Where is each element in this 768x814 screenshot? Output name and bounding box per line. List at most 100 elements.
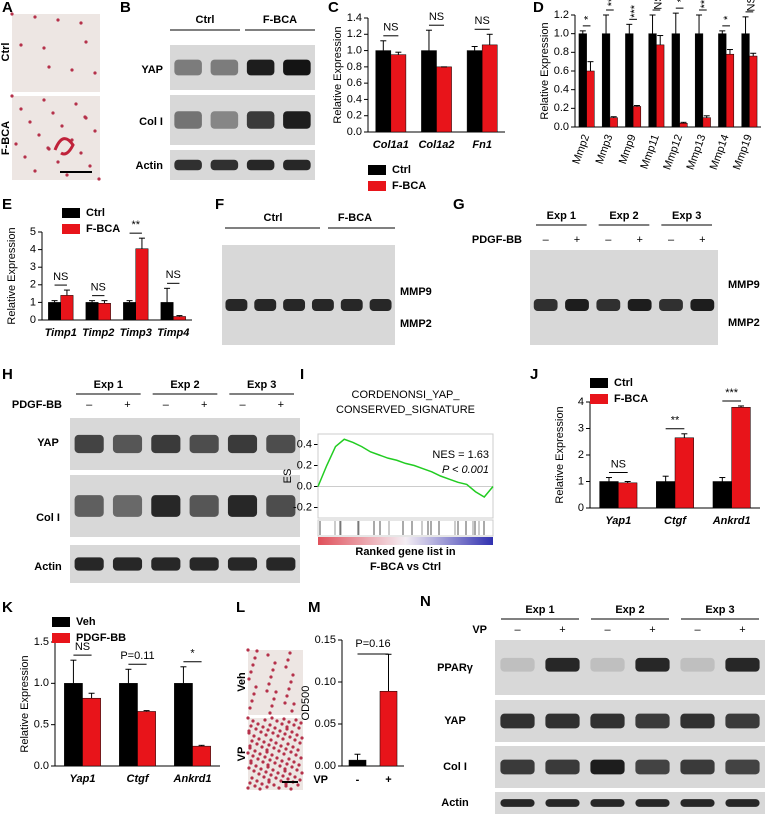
bar: [379, 690, 398, 767]
stain: [252, 734, 256, 738]
bar: [82, 697, 101, 767]
stain: [285, 694, 289, 698]
error-bar: [425, 29, 432, 51]
group-label: F-BCA: [263, 14, 297, 26]
significance: ***: [699, 0, 711, 8]
stain: [246, 648, 250, 652]
row-label: Col I: [139, 116, 163, 128]
stain: [284, 747, 288, 751]
bar: [712, 481, 732, 509]
sign: –: [605, 234, 612, 246]
stain: [288, 735, 292, 739]
sign: +: [278, 399, 284, 411]
stain: [261, 760, 265, 764]
band: [283, 299, 306, 311]
stain: [254, 685, 258, 689]
significance: ***: [725, 387, 739, 399]
plot-frame: [317, 433, 494, 519]
error-bar: [680, 121, 687, 124]
y-tick-label: 1.5: [34, 636, 49, 648]
error-bar: [633, 105, 640, 107]
stain: [248, 781, 252, 785]
stain: [286, 742, 290, 746]
band: [189, 495, 219, 517]
rank-gradient: [318, 537, 493, 545]
row-label: YAP: [37, 437, 59, 449]
error-bar: [750, 52, 757, 57]
stain: [10, 94, 14, 98]
error-bar: [486, 33, 493, 45]
band: [266, 557, 296, 571]
bar: [609, 117, 618, 128]
error-bar: [471, 46, 478, 51]
panel-letter: B: [120, 0, 131, 16]
sign: +: [124, 399, 130, 411]
bar: [578, 33, 587, 128]
stain: [287, 757, 291, 761]
x-tick-label: Mmp13: [685, 133, 709, 172]
stain: [19, 43, 23, 47]
x-tick-label: Timp1: [45, 327, 77, 339]
legend-swatch: [368, 165, 386, 175]
row-label: YAP: [444, 715, 466, 727]
legend-swatch: [590, 378, 608, 388]
experiment-label: Exp 3: [247, 379, 276, 391]
panel-letter: D: [533, 0, 544, 16]
row-label: Actin: [136, 160, 164, 172]
band: [227, 557, 258, 571]
significance: P=0.11: [120, 650, 154, 662]
blot: [70, 545, 300, 583]
x-tick-label: +: [385, 774, 391, 786]
stain: [248, 706, 252, 710]
band: [227, 495, 258, 517]
stain: [70, 68, 74, 72]
band: [225, 299, 248, 311]
stain: [97, 177, 101, 181]
stain: [287, 687, 291, 691]
stain: [293, 775, 297, 779]
stain: [255, 779, 259, 783]
x-tick-label: Mmp19: [731, 133, 755, 172]
stain: [292, 723, 296, 727]
band: [254, 299, 277, 311]
band: [210, 111, 239, 129]
es-line: [317, 438, 494, 498]
significance: *: [676, 0, 688, 2]
stain: [271, 731, 275, 735]
error-bar: [605, 477, 612, 482]
stain: [281, 737, 285, 741]
error-bar: [626, 23, 633, 34]
significance: ***: [629, 4, 641, 18]
band: [340, 299, 363, 311]
band: [74, 434, 104, 454]
stain: [93, 129, 97, 133]
bar: [725, 53, 735, 128]
stain: [19, 107, 23, 111]
blot: [495, 792, 765, 814]
stain: [250, 739, 254, 743]
stain: [42, 46, 46, 50]
experiment-label: Exp 1: [547, 210, 576, 222]
error-bar: [198, 744, 205, 747]
bar: [625, 33, 634, 128]
band: [565, 299, 589, 311]
stain: [265, 748, 269, 752]
stain: [250, 699, 254, 703]
bar: [702, 117, 711, 128]
stain: [65, 173, 69, 177]
y-tick-label: 1: [578, 475, 584, 487]
band: [151, 557, 181, 571]
x-tick-label: Yap1: [605, 515, 631, 527]
sign: –: [543, 234, 550, 246]
significance: *: [190, 648, 195, 660]
error-bar: [126, 300, 133, 303]
stain: [276, 771, 280, 775]
legend-label: F-BCA: [614, 393, 648, 405]
y-tick-label: 0.2: [297, 459, 312, 471]
stain: [79, 21, 83, 25]
stain: [93, 71, 97, 75]
stain: [269, 738, 273, 742]
band: [174, 159, 202, 171]
stain: [275, 756, 279, 760]
stain: [56, 160, 60, 164]
